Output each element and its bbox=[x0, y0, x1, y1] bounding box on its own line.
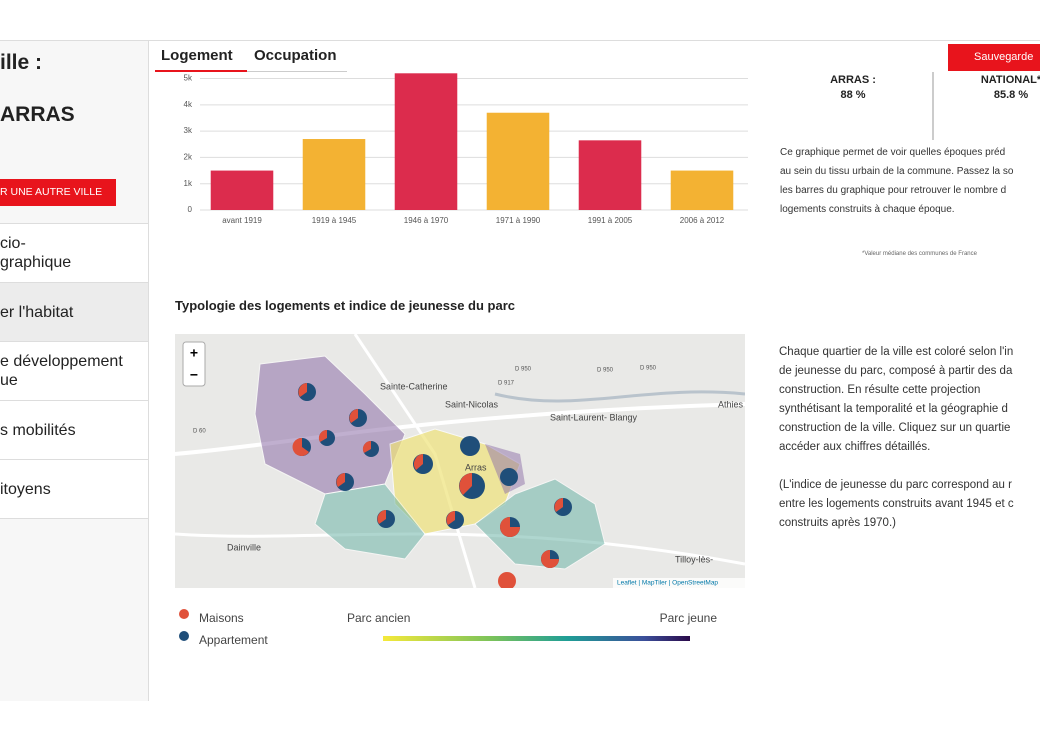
city-name: ARRAS bbox=[0, 103, 75, 126]
gradient-bar bbox=[383, 636, 690, 641]
x-tick-label: 1919 à 1945 bbox=[312, 216, 357, 225]
district bbox=[314, 483, 426, 560]
place-label: Arras bbox=[465, 462, 487, 472]
text-line: les barres du graphique pour retrouver l… bbox=[780, 185, 1007, 196]
place-label: Tilloy-lès- bbox=[675, 554, 713, 564]
menu-item[interactable]: e développement ue bbox=[0, 341, 148, 400]
place-label: Athies bbox=[718, 399, 744, 409]
footnote: *Valeur médiane des communes de France bbox=[862, 251, 977, 257]
legend-swatch bbox=[179, 631, 189, 641]
text-line: au sein du tissu urbain de la commune. P… bbox=[780, 166, 1014, 177]
gradient-label: Parc jeune bbox=[660, 611, 718, 625]
legend-label: Appartement bbox=[199, 633, 268, 647]
y-tick-label: 4k bbox=[184, 100, 193, 109]
sidebar: ille : ARRAS R UNE AUTRE VILLE cio- grap… bbox=[0, 40, 149, 701]
text-line: synthétisant la temporalité et la géogra… bbox=[779, 403, 1008, 415]
attribution-bg bbox=[613, 578, 745, 588]
zoom-in[interactable]: + bbox=[190, 345, 198, 361]
road-label: D 950 bbox=[597, 368, 614, 374]
text-line: Chaque quartier de la ville est coloré s… bbox=[779, 346, 1014, 358]
x-tick-label: avant 1919 bbox=[222, 216, 262, 225]
stat-value: 88 % bbox=[840, 89, 866, 101]
road-label: D 60 bbox=[193, 429, 206, 435]
text-line: entre les logements construits avant 194… bbox=[779, 498, 1014, 510]
stat-label: NATIONAL* bbox=[980, 74, 1040, 86]
menu-item[interactable]: er l'habitat bbox=[0, 282, 148, 341]
bar bbox=[210, 170, 274, 210]
bar bbox=[486, 112, 550, 210]
tab[interactable]: Logement bbox=[161, 47, 233, 64]
place-label: Saint-Laurent- Blangy bbox=[550, 412, 638, 422]
road-label: D 950 bbox=[515, 367, 532, 373]
chart-description: Ce graphique permet de voir quelles époq… bbox=[780, 143, 1013, 219]
pie-markers bbox=[292, 383, 572, 588]
text-line: de jeunesse du parc, composé à partir de… bbox=[779, 365, 1013, 377]
map[interactable]: Sainte-Catherine Saint-Nicolas Saint-Lau… bbox=[175, 334, 745, 588]
y-tick-label: 2k bbox=[184, 153, 193, 162]
bar bbox=[670, 170, 734, 210]
zoom-control bbox=[182, 341, 206, 387]
legend-swatch bbox=[179, 609, 189, 619]
change-city-button[interactable]: R UNE AUTRE VILLE bbox=[0, 179, 116, 206]
text-line: Ce graphique permet de voir quelles époq… bbox=[780, 147, 1006, 158]
text-line: logements construits à chaque époque. bbox=[780, 204, 955, 215]
sidebar-title: ille : bbox=[0, 51, 43, 74]
district bbox=[474, 478, 606, 570]
map-description: Chaque quartier de la ville est coloré s… bbox=[779, 343, 1013, 457]
river bbox=[494, 390, 745, 403]
bar bbox=[394, 73, 458, 210]
place-label: Dainville bbox=[227, 542, 261, 552]
attribution[interactable]: Leaflet | MapTiler | OpenStreetMap bbox=[617, 580, 718, 587]
place-label: Sainte-Catherine bbox=[380, 381, 448, 391]
y-tick-label: 3k bbox=[184, 126, 193, 135]
bar bbox=[302, 139, 366, 210]
stat-divider bbox=[932, 72, 934, 140]
road-label: D 917 bbox=[498, 381, 515, 387]
stat-value: 85.8 % bbox=[993, 89, 1029, 101]
map-legend: Maisons Appartement Parc ancien Parc jeu… bbox=[179, 609, 718, 647]
text-line: (L'indice de jeunesse du parc correspond… bbox=[779, 479, 1012, 491]
road-label: D 950 bbox=[640, 366, 657, 372]
bar-chart: 0 1k 2k 3k 4k 5k avant 1919 1919 à 1945 1946 à 1… bbox=[184, 73, 748, 225]
menu-item[interactable]: itoyens bbox=[0, 459, 148, 519]
zoom-out[interactable]: − bbox=[190, 367, 198, 383]
tab-underline bbox=[155, 70, 247, 72]
x-tick-label: 1946 à 1970 bbox=[404, 216, 449, 225]
place-label: Saint-Nicolas bbox=[445, 399, 499, 409]
text-line: construction. En résulte cette projectio… bbox=[779, 384, 981, 396]
stat-label: ARRAS : bbox=[830, 74, 876, 86]
legend-label: Maisons bbox=[199, 611, 244, 625]
y-tick-label: 0 bbox=[188, 205, 193, 214]
x-tick-label: 1971 à 1990 bbox=[496, 216, 541, 225]
text-line: construits après 1970.) bbox=[779, 517, 896, 529]
bar bbox=[578, 140, 642, 210]
save-button[interactable]: Sauvegarde bbox=[948, 44, 1040, 71]
tab-line bbox=[247, 71, 347, 72]
text-line: construction de la ville. Cliquez sur un… bbox=[779, 422, 1011, 434]
map-title: Typologie des logements et indice de jeu… bbox=[175, 298, 516, 313]
y-tick-label: 5k bbox=[184, 74, 193, 83]
x-tick-label: 1991 à 2005 bbox=[588, 216, 633, 225]
x-tick-label: 2006 à 2012 bbox=[680, 216, 725, 225]
map-note: (L'indice de jeunesse du parc correspond… bbox=[779, 476, 1014, 533]
y-tick-label: 1k bbox=[184, 179, 193, 188]
tab[interactable]: Occupation bbox=[254, 47, 337, 64]
gradient-label: Parc ancien bbox=[347, 611, 410, 625]
menu-item[interactable]: s mobilités bbox=[0, 400, 148, 459]
menu-item[interactable]: cio- graphique bbox=[0, 223, 148, 282]
top-border bbox=[0, 40, 1040, 41]
text-line: accéder aux chiffres détaillés. bbox=[779, 441, 931, 453]
